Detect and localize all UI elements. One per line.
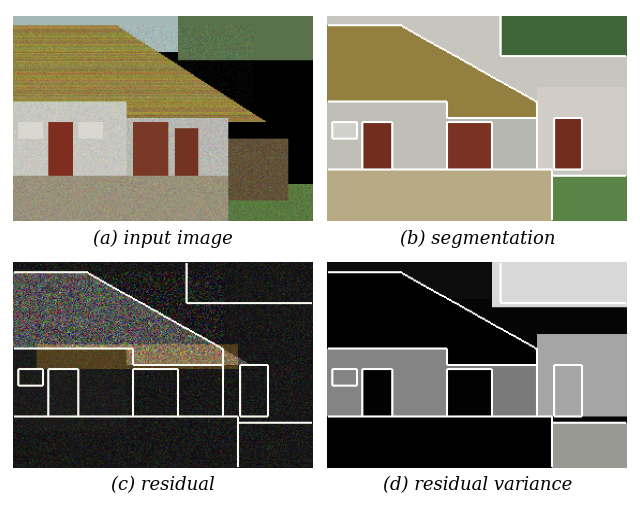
Text: (b) segmentation: (b) segmentation	[399, 229, 555, 248]
Text: (c) residual: (c) residual	[111, 476, 214, 494]
Text: (d) residual variance: (d) residual variance	[383, 476, 572, 494]
Text: (a) input image: (a) input image	[93, 229, 232, 248]
